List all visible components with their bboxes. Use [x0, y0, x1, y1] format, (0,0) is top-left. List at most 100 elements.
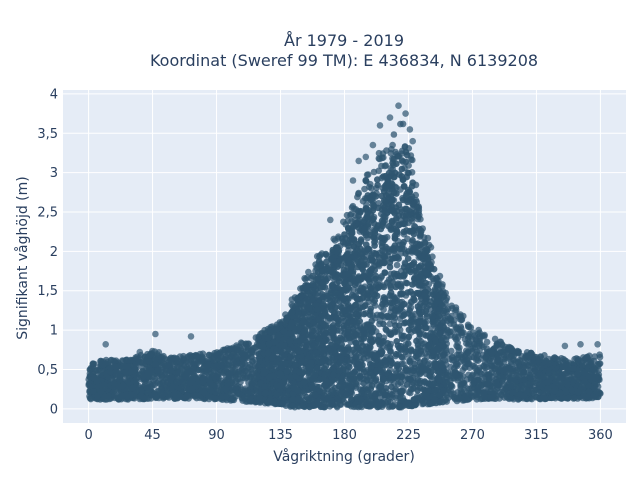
data-point: [159, 391, 166, 399]
data-point: [165, 394, 173, 401]
data-point: [464, 341, 472, 349]
data-point: [504, 348, 511, 356]
data-point: [157, 371, 164, 378]
data-point: [155, 353, 162, 360]
data-point: [235, 368, 242, 376]
data-point: [200, 378, 207, 386]
data-point: [479, 332, 486, 340]
data-point: [482, 353, 490, 360]
data-point: [225, 371, 233, 379]
data-point: [207, 387, 215, 394]
data-point: [537, 364, 545, 371]
data-point: [501, 366, 509, 373]
data-point: [316, 253, 323, 260]
data-point: [149, 381, 157, 388]
data-point: [213, 349, 221, 356]
data-point: [509, 389, 516, 396]
data-point: [448, 302, 455, 310]
data-point: [509, 383, 517, 390]
data-point: [157, 386, 165, 393]
data-point: [380, 375, 387, 383]
data-point: [173, 379, 181, 386]
data-point: [234, 390, 242, 398]
data-point: [483, 338, 491, 346]
data-point: [151, 348, 158, 355]
data-point: [462, 350, 470, 358]
data-point: [568, 386, 575, 394]
data-point: [488, 349, 496, 357]
chart-title-line1: År 1979 - 2019: [284, 31, 404, 50]
data-point: [239, 350, 247, 357]
data-point: [288, 296, 296, 303]
data-point: [579, 362, 586, 370]
data-point: [452, 336, 460, 343]
data-point: [517, 391, 524, 398]
data-point: [124, 377, 131, 385]
data-point: [470, 354, 478, 361]
data-point: [560, 355, 567, 363]
data-point: [167, 375, 175, 382]
data-point: [581, 369, 588, 377]
data-point: [239, 355, 247, 363]
data-point: [160, 360, 167, 367]
data-point: [127, 392, 134, 399]
data-point: [382, 162, 390, 169]
data-point: [390, 131, 398, 138]
data-point: [375, 149, 383, 157]
data-point: [439, 281, 446, 288]
data-point: [551, 354, 559, 362]
data-point: [571, 394, 578, 402]
data-point: [189, 375, 197, 383]
data-point: [391, 314, 399, 321]
data-point: [227, 397, 235, 404]
data-point: [302, 276, 309, 283]
data-point: [387, 150, 395, 157]
data-point: [190, 365, 197, 373]
data-point: [305, 268, 312, 276]
data-point: [512, 372, 520, 380]
data-point: [213, 385, 221, 392]
data-point: [145, 372, 153, 379]
data-point: [528, 395, 536, 403]
data-point: [105, 392, 112, 400]
data-point: [494, 356, 502, 363]
data-point: [363, 171, 371, 179]
data-point: [244, 340, 252, 348]
data-point: [146, 352, 153, 359]
data-point: [222, 353, 229, 360]
data-point: [571, 375, 578, 383]
data-point: [473, 341, 481, 348]
data-point: [224, 361, 231, 369]
data-point: [143, 395, 151, 402]
data-point: [248, 348, 256, 355]
chart-title-line2: Koordinat (Sweref 99 TM): E 436834, N 61…: [150, 51, 538, 70]
data-point: [93, 378, 101, 385]
data-points: [85, 102, 604, 411]
data-point: [487, 394, 495, 402]
data-point: [366, 183, 373, 191]
data-point: [561, 363, 568, 370]
data-point: [440, 307, 448, 315]
data-point: [226, 345, 234, 353]
data-point: [119, 392, 126, 400]
data-point: [90, 388, 97, 395]
data-point: [465, 332, 472, 340]
data-point: [347, 210, 355, 218]
data-point: [213, 373, 220, 380]
data-point: [371, 242, 378, 249]
data-point: [518, 382, 525, 390]
data-point: [405, 326, 413, 334]
data-point: [133, 378, 140, 386]
data-point: [447, 391, 455, 398]
data-point: [199, 356, 206, 364]
data-point: [530, 378, 538, 385]
data-point: [596, 351, 603, 359]
data-point: [482, 387, 489, 395]
data-point: [370, 168, 378, 176]
data-point: [473, 396, 481, 403]
data-point: [448, 353, 456, 361]
data-point: [528, 387, 536, 395]
data-point: [453, 342, 460, 350]
data-point: [545, 369, 553, 377]
